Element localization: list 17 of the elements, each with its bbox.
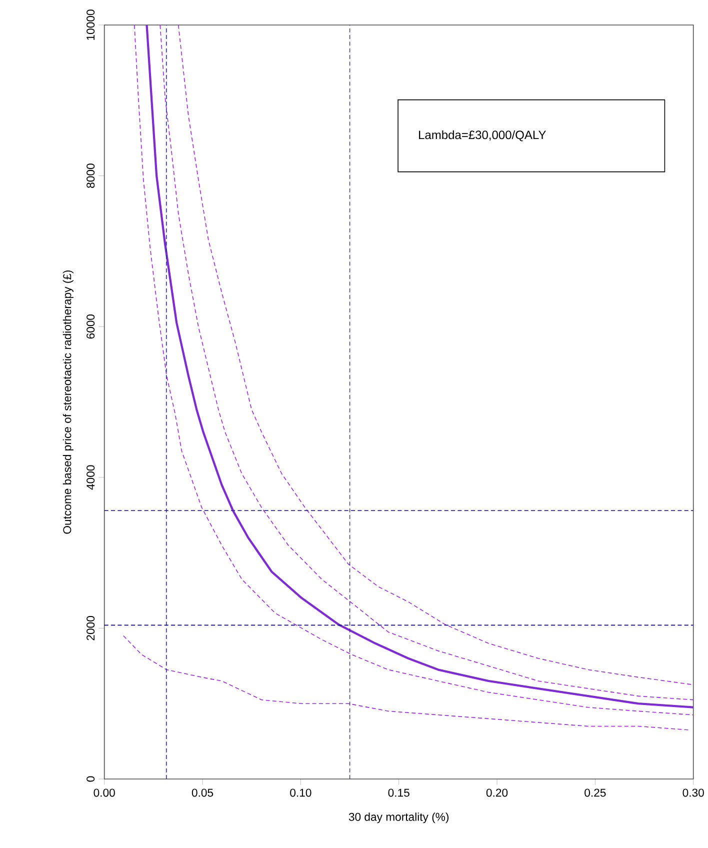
y-tick-label: 0 xyxy=(86,776,94,782)
y-tick-label: 4000 xyxy=(86,465,94,490)
y-tick-label: 6000 xyxy=(86,314,94,339)
x-tick-label: 0.05 xyxy=(192,788,213,797)
x-tick-label: 0.25 xyxy=(584,788,606,797)
x-axis-title: 30 day mortality (%) xyxy=(348,812,448,824)
y-axis-title: Outcome based price of stereotactic radiotherapy (£) xyxy=(62,270,74,534)
y-tick-label: 2000 xyxy=(86,616,94,640)
x-tick-label: 0.00 xyxy=(94,788,115,797)
x-tick-label: 0.30 xyxy=(682,788,704,797)
x-tick-label: 0.15 xyxy=(388,788,410,797)
annotation: Lambda=£30,000/QALY xyxy=(418,130,546,142)
x-tick-label: 0.20 xyxy=(486,788,508,797)
y-tick-label: 8000 xyxy=(86,164,94,188)
x-tick-label: 0.10 xyxy=(290,788,312,797)
line-series xyxy=(122,635,690,730)
y-tick-label: 10000 xyxy=(86,10,94,40)
